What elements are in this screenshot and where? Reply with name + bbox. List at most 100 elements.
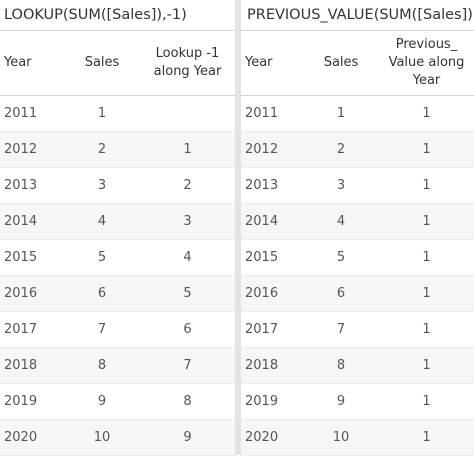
sales-cell: 7: [303, 311, 379, 348]
calc-cell: 6: [140, 311, 235, 348]
table-row[interactable]: 2015 5 4: [0, 239, 235, 276]
previous-value-column-header[interactable]: Previous_ Value along Year: [379, 31, 474, 96]
header-line: Year: [412, 73, 441, 88]
table-row[interactable]: 2016 6 5: [0, 275, 235, 312]
table-row[interactable]: 2015 5 1: [241, 239, 474, 276]
year-cell: 2015: [0, 239, 64, 276]
table-row[interactable]: 2018 8 1: [241, 347, 474, 384]
table-row[interactable]: 2019 9 8: [0, 383, 235, 420]
header-line: Previous_: [395, 37, 458, 52]
year-cell: 2011: [241, 95, 303, 132]
calc-cell: 1: [379, 203, 474, 240]
sales-cell: 9: [303, 383, 379, 420]
sales-cell: 5: [64, 239, 140, 276]
pane-divider[interactable]: [235, 0, 241, 455]
calc-cell: 1: [379, 131, 474, 168]
sales-cell: 3: [64, 167, 140, 204]
sales-cell: 9: [64, 383, 140, 420]
worksheet-title: LOOKUP(SUM([Sales]),-1): [4, 7, 187, 23]
header-line: Lookup -1: [155, 46, 220, 61]
sales-cell: 10: [64, 419, 140, 456]
sales-cell: 6: [64, 275, 140, 312]
sales-cell: 2: [303, 131, 379, 168]
sales-cell: 10: [303, 419, 379, 456]
table-row[interactable]: 2017 7 6: [0, 311, 235, 348]
year-cell: 2012: [241, 131, 303, 168]
year-cell: 2018: [0, 347, 64, 384]
table-row[interactable]: 2012 2 1: [241, 131, 474, 168]
lookup-column-header[interactable]: Lookup -1 along Year: [140, 31, 235, 96]
calc-cell: 1: [379, 167, 474, 204]
sales-cell: 5: [303, 239, 379, 276]
calc-cell: 7: [140, 347, 235, 384]
table-row[interactable]: 2020 10 9: [0, 419, 235, 456]
header-row: Year Sales Previous_ Value along Year: [241, 31, 474, 96]
calc-cell: 1: [379, 419, 474, 456]
table-row[interactable]: 2019 9 1: [241, 383, 474, 420]
year-cell: 2017: [0, 311, 64, 348]
year-column-header[interactable]: Year: [0, 31, 64, 96]
calc-cell: 1: [140, 131, 235, 168]
table-row[interactable]: 2014 4 3: [0, 203, 235, 240]
calc-cell: 2: [140, 167, 235, 204]
table-row[interactable]: 2012 2 1: [0, 131, 235, 168]
year-cell: 2019: [241, 383, 303, 420]
table-row[interactable]: 2017 7 1: [241, 311, 474, 348]
table-row[interactable]: 2014 4 1: [241, 203, 474, 240]
sales-column-header[interactable]: Sales: [64, 31, 140, 96]
calc-cell: 1: [379, 275, 474, 312]
sales-cell: 4: [303, 203, 379, 240]
year-cell: 2016: [0, 275, 64, 312]
year-cell: 2015: [241, 239, 303, 276]
sales-cell: 1: [303, 95, 379, 132]
year-cell: 2014: [241, 203, 303, 240]
header-line: along Year: [153, 64, 222, 79]
year-cell: 2020: [0, 419, 64, 456]
title-divider: [241, 30, 474, 31]
sales-cell: 8: [64, 347, 140, 384]
year-cell: 2020: [241, 419, 303, 456]
year-cell: 2016: [241, 275, 303, 312]
calc-cell: 1: [379, 347, 474, 384]
calc-cell: 1: [379, 383, 474, 420]
calc-cell: 3: [140, 203, 235, 240]
year-cell: 2018: [241, 347, 303, 384]
header-row: Year Sales Lookup -1 along Year: [0, 31, 235, 96]
previous-value-worksheet: PREVIOUS_VALUE(SUM([Sales]) Year Sales P…: [241, 0, 474, 456]
sales-cell: 8: [303, 347, 379, 384]
year-column-header[interactable]: Year: [241, 31, 303, 96]
title-divider: [0, 30, 235, 31]
worksheet-title: PREVIOUS_VALUE(SUM([Sales]): [247, 7, 473, 23]
calc-cell: 8: [140, 383, 235, 420]
sales-cell: 2: [64, 131, 140, 168]
year-cell: 2017: [241, 311, 303, 348]
table-row[interactable]: 2018 8 7: [0, 347, 235, 384]
calc-cell: 5: [140, 275, 235, 312]
sales-column-header[interactable]: Sales: [303, 31, 379, 96]
calc-cell: 1: [379, 311, 474, 348]
year-cell: 2013: [0, 167, 64, 204]
year-cell: 2019: [0, 383, 64, 420]
sales-cell: 7: [64, 311, 140, 348]
sales-cell: 3: [303, 167, 379, 204]
table-row[interactable]: 2013 3 1: [241, 167, 474, 204]
lookup-table: Year Sales Lookup -1 along Year 2011 1 201…: [0, 31, 235, 456]
sales-cell: 6: [303, 275, 379, 312]
table-row[interactable]: 2016 6 1: [241, 275, 474, 312]
table-row[interactable]: 2011 1 1: [241, 95, 474, 132]
year-cell: 2014: [0, 203, 64, 240]
year-cell: 2011: [0, 95, 64, 132]
sales-cell: 1: [64, 95, 140, 132]
table-row[interactable]: 2020 10 1: [241, 419, 474, 456]
year-cell: 2012: [0, 131, 64, 168]
table-row[interactable]: 2013 3 2: [0, 167, 235, 204]
calc-cell: 1: [379, 95, 474, 132]
header-line: Value along: [388, 55, 465, 70]
lookup-worksheet: LOOKUP(SUM([Sales]),-1) Year Sales Looku…: [0, 0, 235, 456]
previous-value-table: Year Sales Previous_ Value along Year 20…: [241, 31, 474, 456]
calc-cell: 4: [140, 239, 235, 276]
year-cell: 2013: [241, 167, 303, 204]
calc-cell: [140, 95, 235, 132]
table-row[interactable]: 2011 1: [0, 95, 235, 132]
calc-cell: 1: [379, 239, 474, 276]
